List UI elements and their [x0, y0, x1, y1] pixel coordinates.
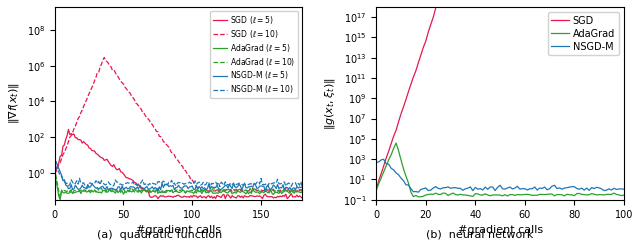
AdaGrad ($\ell = 5$)	[298, 191, 306, 194]
AdaGrad	[620, 194, 628, 197]
NSGD-M ($\ell = 5$)	[256, 185, 264, 188]
AdaGrad	[492, 193, 499, 196]
AdaGrad ($\ell = 5$)	[172, 190, 180, 193]
Line: AdaGrad ($\ell = 10$): AdaGrad ($\ell = 10$)	[54, 168, 302, 198]
SGD ($\ell = 5$)	[65, 128, 72, 131]
NSGD-M	[563, 186, 571, 189]
SGD ($\ell = 5$)	[73, 136, 81, 139]
Y-axis label: $\|g(x_t, \xi_t)\|$: $\|g(x_t, \xi_t)\|$	[323, 77, 337, 130]
NSGD-M	[620, 188, 628, 191]
Line: NSGD-M ($\ell = 10$): NSGD-M ($\ell = 10$)	[54, 165, 302, 188]
Legend: SGD ($\ell = 5$), SGD ($\ell = 10$), AdaGrad ($\ell = 5$), AdaGrad ($\ell = 10$): SGD ($\ell = 5$), SGD ($\ell = 10$), Ada…	[211, 11, 298, 98]
NSGD-M	[392, 172, 400, 174]
SGD ($\ell = 5$)	[154, 197, 162, 200]
AdaGrad ($\ell = 10$)	[257, 190, 265, 193]
AdaGrad ($\ell = 5$)	[170, 190, 178, 193]
AdaGrad ($\ell = 10$)	[51, 166, 58, 169]
SGD ($\ell = 10$)	[72, 125, 79, 128]
NSGD-M ($\ell = 5$)	[169, 184, 177, 187]
SGD ($\ell = 5$)	[173, 194, 181, 197]
AdaGrad	[526, 193, 534, 196]
AdaGrad	[550, 194, 558, 197]
NSGD-M ($\ell = 10$)	[298, 186, 306, 189]
AdaGrad ($\ell = 10$)	[73, 189, 81, 192]
Line: AdaGrad ($\ell = 5$): AdaGrad ($\ell = 5$)	[54, 174, 302, 200]
NSGD-M ($\ell = 10$)	[84, 187, 92, 189]
NSGD-M ($\ell = 5$)	[72, 184, 79, 187]
NSGD-M ($\ell = 10$)	[121, 182, 129, 185]
NSGD-M	[439, 186, 447, 189]
AdaGrad ($\ell = 10$)	[298, 190, 306, 193]
NSGD-M	[550, 184, 558, 187]
NSGD-M	[526, 187, 534, 190]
AdaGrad	[563, 193, 571, 196]
SGD ($\ell = 10$)	[88, 86, 96, 89]
Line: SGD ($\ell = 5$): SGD ($\ell = 5$)	[54, 129, 302, 199]
SGD ($\ell = 5$)	[51, 171, 58, 174]
AdaGrad ($\ell = 5$)	[73, 190, 81, 193]
NSGD-M ($\ell = 5$)	[170, 188, 178, 191]
NSGD-M ($\ell = 5$)	[261, 190, 269, 193]
AdaGrad ($\ell = 10$)	[172, 189, 180, 192]
SGD ($\ell = 5$)	[90, 149, 97, 152]
Line: AdaGrad: AdaGrad	[376, 143, 624, 197]
AdaGrad	[415, 195, 422, 198]
AdaGrad	[392, 142, 400, 144]
Line: NSGD-M: NSGD-M	[376, 159, 624, 192]
AdaGrad	[372, 189, 380, 192]
SGD	[390, 135, 397, 138]
AdaGrad ($\ell = 10$)	[170, 187, 178, 190]
NSGD-M ($\ell = 10$)	[51, 163, 58, 166]
NSGD-M	[372, 161, 380, 164]
NSGD-M ($\ell = 10$)	[90, 182, 97, 185]
NSGD-M ($\ell = 10$)	[170, 182, 178, 184]
SGD ($\ell = 5$)	[298, 197, 306, 200]
SGD ($\ell = 10$)	[100, 56, 108, 59]
SGD ($\ell = 10$)	[259, 189, 266, 192]
Line: SGD ($\ell = 10$): SGD ($\ell = 10$)	[54, 57, 302, 192]
Text: (b)  neural network: (b) neural network	[426, 230, 534, 240]
Text: (a)  quadratic function: (a) quadratic function	[97, 230, 223, 240]
SGD ($\ell = 10$)	[121, 85, 129, 88]
NSGD-M ($\ell = 10$)	[72, 182, 79, 185]
Line: SGD: SGD	[376, 8, 436, 190]
AdaGrad	[439, 192, 447, 195]
X-axis label: #gradient calls: #gradient calls	[136, 225, 221, 235]
SGD ($\ell = 10$)	[51, 173, 58, 176]
AdaGrad ($\ell = 10$)	[121, 190, 129, 193]
SGD	[372, 188, 380, 191]
NSGD-M ($\ell = 5$)	[51, 159, 58, 162]
AdaGrad ($\ell = 10$)	[56, 196, 64, 199]
SGD ($\ell = 10$)	[248, 190, 255, 193]
SGD ($\ell = 5$)	[172, 195, 180, 198]
AdaGrad ($\ell = 5$)	[51, 172, 58, 175]
NSGD-M	[415, 191, 422, 194]
NSGD-M ($\ell = 5$)	[120, 188, 127, 191]
NSGD-M	[492, 189, 499, 192]
SGD ($\ell = 5$)	[259, 197, 266, 200]
AdaGrad ($\ell = 5$)	[90, 191, 97, 194]
SGD ($\ell = 10$)	[172, 157, 180, 159]
SGD ($\ell = 10$)	[170, 154, 178, 157]
AdaGrad ($\ell = 5$)	[56, 198, 64, 201]
SGD ($\ell = 10$)	[298, 188, 306, 191]
Y-axis label: $\|\nabla f(x_t)\|$: $\|\nabla f(x_t)\|$	[7, 83, 21, 124]
NSGD-M	[380, 158, 388, 161]
NSGD-M ($\ell = 10$)	[172, 184, 180, 187]
SGD ($\ell = 5$)	[121, 174, 129, 177]
AdaGrad ($\ell = 5$)	[257, 191, 265, 194]
Legend: SGD, AdaGrad, NSGD-M: SGD, AdaGrad, NSGD-M	[548, 12, 619, 55]
X-axis label: #gradient calls: #gradient calls	[458, 225, 543, 235]
NSGD-M ($\ell = 5$)	[298, 185, 306, 188]
AdaGrad ($\ell = 5$)	[121, 190, 129, 193]
AdaGrad	[390, 147, 397, 150]
NSGD-M ($\ell = 5$)	[88, 183, 96, 186]
AdaGrad ($\ell = 10$)	[90, 189, 97, 192]
Line: NSGD-M ($\ell = 5$): NSGD-M ($\ell = 5$)	[54, 161, 302, 191]
NSGD-M ($\ell = 10$)	[257, 177, 265, 180]
